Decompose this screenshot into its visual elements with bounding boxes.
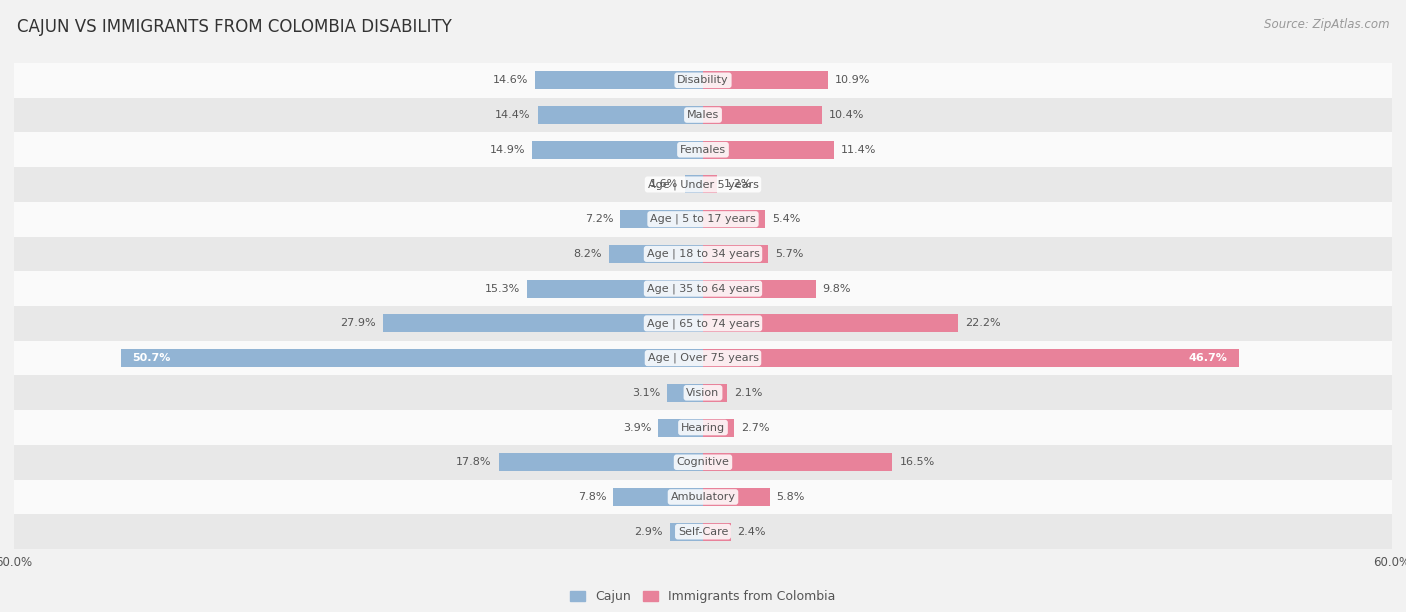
Bar: [14, 480, 1392, 514]
Text: Age | 18 to 34 years: Age | 18 to 34 years: [647, 248, 759, 259]
Text: 14.4%: 14.4%: [495, 110, 531, 120]
Bar: [703, 106, 823, 124]
Text: Source: ZipAtlas.com: Source: ZipAtlas.com: [1264, 18, 1389, 31]
Text: 2.7%: 2.7%: [741, 422, 769, 433]
Text: Age | 65 to 74 years: Age | 65 to 74 years: [647, 318, 759, 329]
Text: 7.8%: 7.8%: [578, 492, 606, 502]
Text: 7.2%: 7.2%: [585, 214, 613, 224]
Text: 3.1%: 3.1%: [633, 388, 661, 398]
Text: 10.4%: 10.4%: [830, 110, 865, 120]
Bar: [14, 514, 1392, 549]
Text: 2.1%: 2.1%: [734, 388, 762, 398]
Text: 17.8%: 17.8%: [456, 457, 492, 467]
Text: 16.5%: 16.5%: [900, 457, 935, 467]
Text: 46.7%: 46.7%: [1189, 353, 1227, 363]
Text: 14.6%: 14.6%: [494, 75, 529, 85]
Bar: [382, 315, 703, 332]
Text: Age | 5 to 17 years: Age | 5 to 17 years: [650, 214, 756, 225]
Bar: [703, 245, 769, 263]
Text: Age | Under 5 years: Age | Under 5 years: [648, 179, 758, 190]
Bar: [703, 349, 1239, 367]
Text: 2.9%: 2.9%: [634, 527, 662, 537]
Bar: [668, 384, 703, 402]
Text: Hearing: Hearing: [681, 422, 725, 433]
Bar: [703, 453, 893, 471]
Text: Disability: Disability: [678, 75, 728, 85]
Bar: [613, 488, 703, 506]
Bar: [14, 98, 1392, 132]
Text: 9.8%: 9.8%: [823, 283, 851, 294]
Bar: [14, 410, 1392, 445]
Text: 27.9%: 27.9%: [340, 318, 375, 329]
Text: CAJUN VS IMMIGRANTS FROM COLOMBIA DISABILITY: CAJUN VS IMMIGRANTS FROM COLOMBIA DISABI…: [17, 18, 451, 36]
Text: 5.7%: 5.7%: [775, 249, 804, 259]
Text: Self-Care: Self-Care: [678, 527, 728, 537]
Bar: [531, 141, 703, 159]
Bar: [703, 210, 765, 228]
Bar: [703, 523, 731, 541]
Bar: [14, 202, 1392, 237]
Bar: [609, 245, 703, 263]
Bar: [669, 523, 703, 541]
Text: Males: Males: [688, 110, 718, 120]
Text: 5.8%: 5.8%: [776, 492, 804, 502]
Bar: [14, 167, 1392, 202]
Text: 1.2%: 1.2%: [724, 179, 752, 190]
Text: 5.4%: 5.4%: [772, 214, 800, 224]
Bar: [703, 71, 828, 89]
Text: 2.4%: 2.4%: [738, 527, 766, 537]
Bar: [14, 375, 1392, 410]
Text: 50.7%: 50.7%: [132, 353, 170, 363]
Bar: [658, 419, 703, 436]
Bar: [14, 63, 1392, 98]
Text: 22.2%: 22.2%: [965, 318, 1001, 329]
Bar: [703, 384, 727, 402]
Bar: [703, 141, 834, 159]
Text: Age | Over 75 years: Age | Over 75 years: [648, 353, 758, 364]
Bar: [14, 237, 1392, 271]
Bar: [14, 445, 1392, 480]
Text: 8.2%: 8.2%: [574, 249, 602, 259]
Bar: [121, 349, 703, 367]
Bar: [703, 280, 815, 297]
Bar: [499, 453, 703, 471]
Bar: [14, 271, 1392, 306]
Text: Females: Females: [681, 145, 725, 155]
Text: 10.9%: 10.9%: [835, 75, 870, 85]
Text: Age | 35 to 64 years: Age | 35 to 64 years: [647, 283, 759, 294]
Bar: [14, 132, 1392, 167]
Bar: [685, 176, 703, 193]
Text: 11.4%: 11.4%: [841, 145, 876, 155]
Text: 14.9%: 14.9%: [489, 145, 524, 155]
Legend: Cajun, Immigrants from Colombia: Cajun, Immigrants from Colombia: [565, 585, 841, 608]
Text: 15.3%: 15.3%: [485, 283, 520, 294]
Bar: [703, 488, 769, 506]
Bar: [536, 71, 703, 89]
Text: Ambulatory: Ambulatory: [671, 492, 735, 502]
Bar: [14, 306, 1392, 341]
Text: 3.9%: 3.9%: [623, 422, 651, 433]
Bar: [703, 315, 957, 332]
Text: Vision: Vision: [686, 388, 720, 398]
Bar: [527, 280, 703, 297]
Bar: [537, 106, 703, 124]
Bar: [703, 176, 717, 193]
Text: Cognitive: Cognitive: [676, 457, 730, 467]
Bar: [703, 419, 734, 436]
Bar: [620, 210, 703, 228]
Text: 1.6%: 1.6%: [650, 179, 678, 190]
Bar: [14, 341, 1392, 375]
